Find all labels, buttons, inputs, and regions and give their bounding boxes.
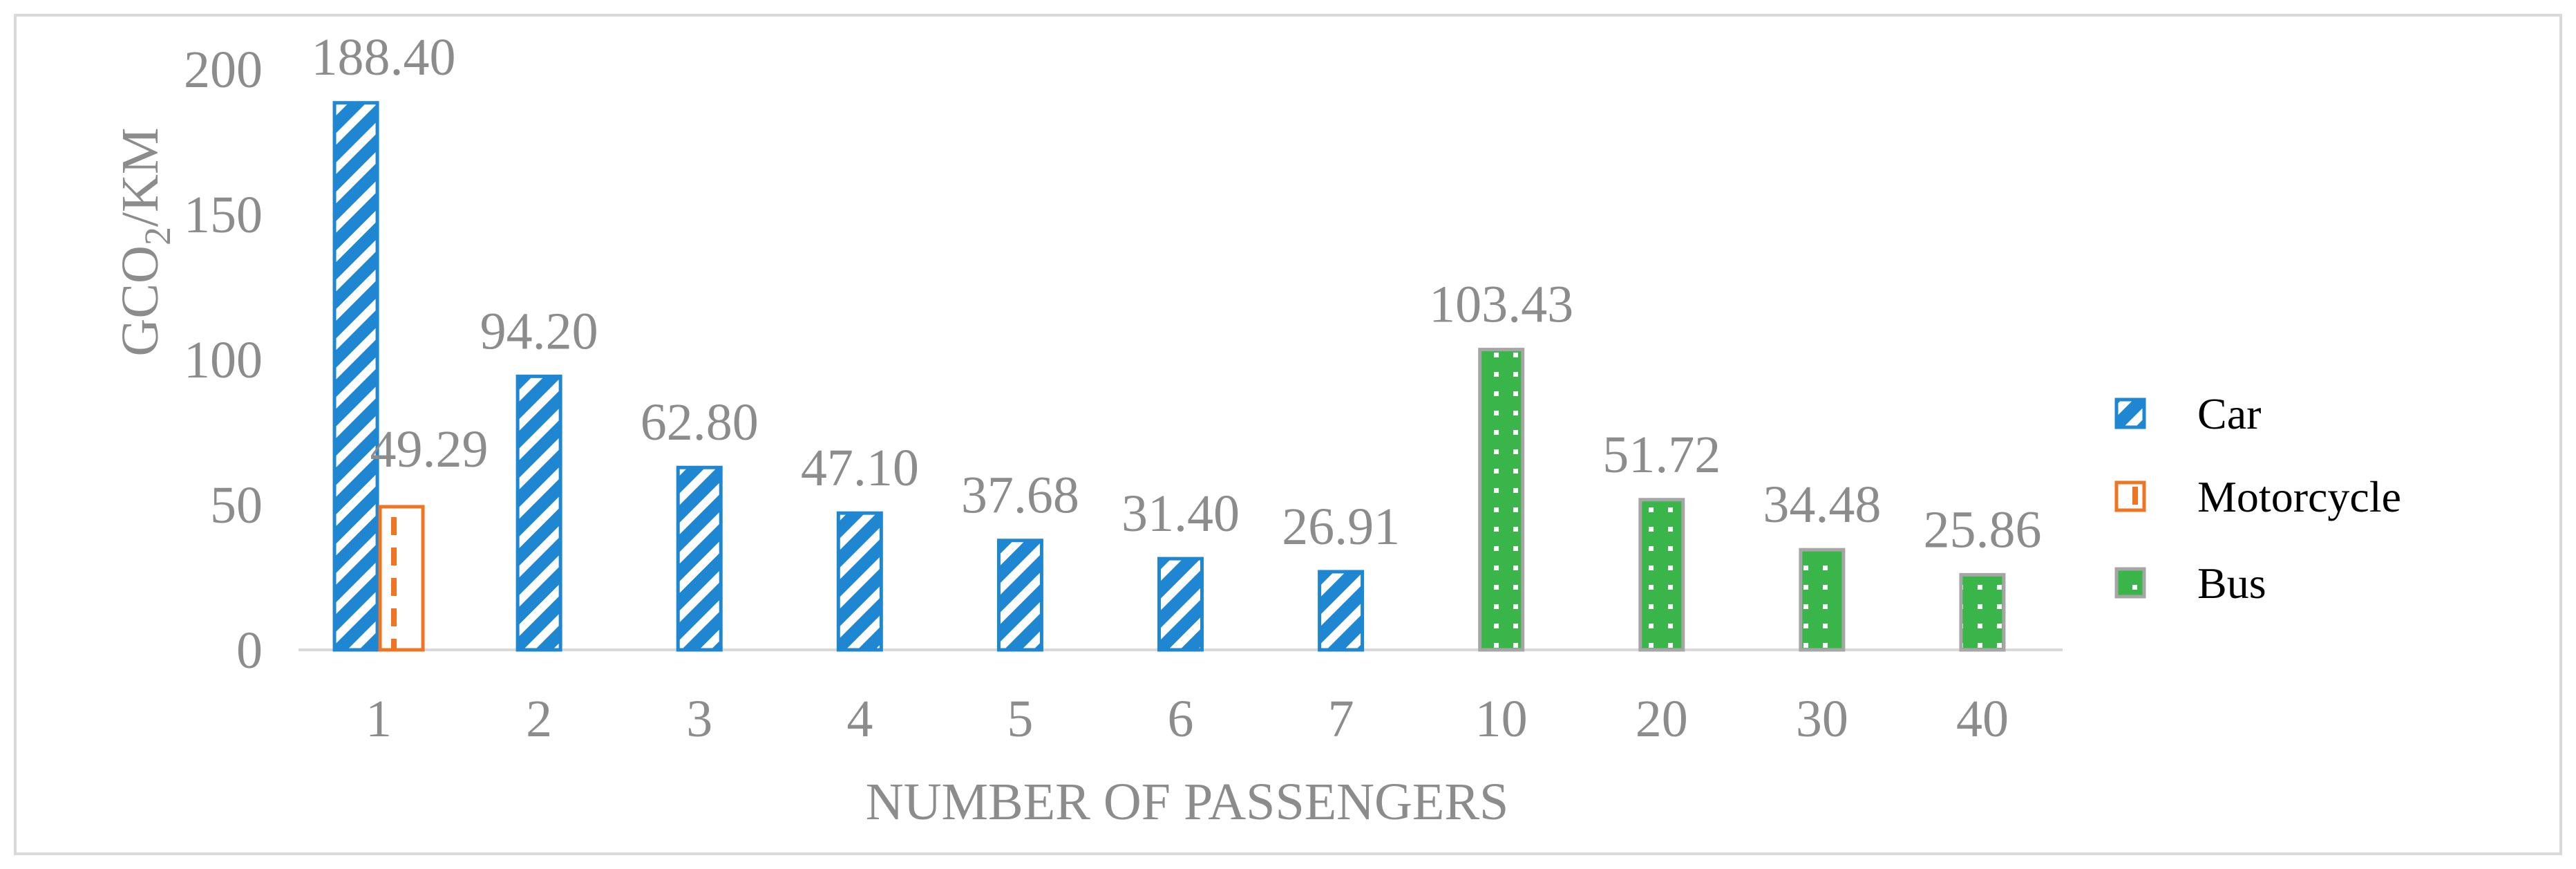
y-tick-label: 150 xyxy=(184,186,263,244)
x-tick-label: 40 xyxy=(1956,690,2009,748)
data-label-car-2: 94.20 xyxy=(480,302,598,360)
data-label-car-6: 31.40 xyxy=(1121,485,1240,543)
legend-swatch-car xyxy=(2114,398,2146,429)
data-label-car-7: 26.91 xyxy=(1282,498,1400,556)
x-tick-label: 20 xyxy=(1636,690,1688,748)
legend-swatch-bus xyxy=(2114,567,2146,599)
x-tick-label: 3 xyxy=(686,690,712,748)
y-tick-label: 200 xyxy=(184,41,263,99)
y-axis-title: GCO2/KM xyxy=(111,127,178,356)
legend: Car Motorcycle Bus xyxy=(2114,389,2401,608)
x-tick-label: 6 xyxy=(1168,690,1194,748)
y-axis-title-subscript: 2 xyxy=(137,227,178,245)
svg-text:GCO2/KM: GCO2/KM xyxy=(111,127,178,356)
data-label-motorcycle-1: 49.29 xyxy=(370,420,489,478)
x-tick-label: 5 xyxy=(1007,690,1033,748)
legend-label-bus: Bus xyxy=(2197,559,2266,608)
data-label-car-5: 37.68 xyxy=(961,467,1079,525)
bar-bus-30 xyxy=(1799,548,1846,652)
data-label-car-1: 188.40 xyxy=(312,28,456,86)
bar-car-5 xyxy=(996,539,1043,652)
bar-car-1 xyxy=(332,101,379,652)
y-axis-title-tail: /KM xyxy=(111,127,169,227)
legend-swatch-motorcycle xyxy=(2114,480,2146,512)
legend-label-motorcycle: Motorcycle xyxy=(2197,472,2401,521)
x-tick-label: 30 xyxy=(1796,690,1848,748)
bar-car-4 xyxy=(836,511,883,652)
bar-car-2 xyxy=(515,374,562,652)
data-label-bus-30: 34.48 xyxy=(1763,476,1881,534)
x-axis-title: NUMBER OF PASSENGERS xyxy=(866,773,1509,831)
y-tick-label: 0 xyxy=(236,622,263,680)
bar-bus-40 xyxy=(1959,572,2006,652)
data-label-bus-10: 103.43 xyxy=(1429,276,1573,334)
bar-bus-20 xyxy=(1638,498,1685,652)
x-tick-label: 10 xyxy=(1475,690,1528,748)
bar-bus-10 xyxy=(1478,348,1525,652)
legend-label-car: Car xyxy=(2197,389,2261,438)
data-label-car-3: 62.80 xyxy=(641,393,759,451)
y-tick-label: 100 xyxy=(184,331,263,389)
data-label-bus-40: 25.86 xyxy=(1923,501,2041,559)
bar-car-3 xyxy=(676,465,723,652)
y-axis-title-main: GCO xyxy=(111,245,169,356)
x-tick-label: 1 xyxy=(366,690,392,748)
data-label-car-4: 47.10 xyxy=(801,439,919,497)
chart-frame xyxy=(14,14,2562,855)
y-tick-label: 50 xyxy=(210,476,263,534)
bar-car-7 xyxy=(1318,570,1365,652)
x-tick-label: 4 xyxy=(846,690,873,748)
x-tick-label: 7 xyxy=(1328,690,1354,748)
data-label-bus-20: 51.72 xyxy=(1602,426,1721,484)
bar-car-6 xyxy=(1157,557,1204,652)
bar-motorcycle-1 xyxy=(378,505,425,652)
x-tick-label: 2 xyxy=(526,690,552,748)
